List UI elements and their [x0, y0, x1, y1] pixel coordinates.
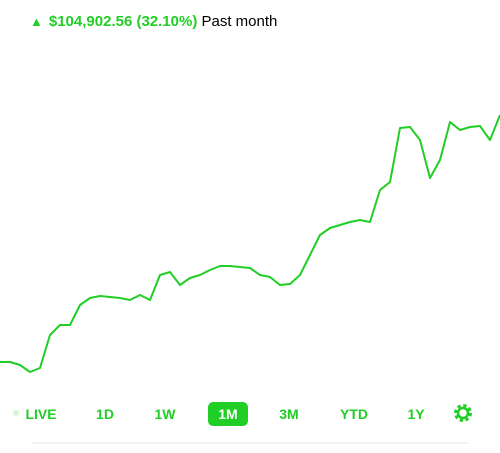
range-button[interactable]: 3M	[279, 406, 299, 422]
change: $104,902.56 (32.10%)	[48, 13, 198, 30]
range-button[interactable]: 1D	[96, 406, 114, 422]
range-button[interactable]: 1M	[208, 402, 248, 426]
range-button[interactable]: LIVE	[25, 406, 57, 422]
range-button[interactable]: YTD	[340, 406, 368, 422]
up-arrow: ▲	[30, 14, 43, 29]
range-button[interactable]: 1W	[154, 406, 176, 422]
range-button[interactable]: 1Y	[407, 406, 425, 422]
live-dot	[13, 410, 19, 416]
period: Past month	[201, 13, 278, 30]
settings-icon[interactable]	[454, 404, 472, 422]
price-line	[0, 114, 500, 373]
header: ▲ $104,902.56 (32.10%) Past month	[30, 13, 277, 30]
